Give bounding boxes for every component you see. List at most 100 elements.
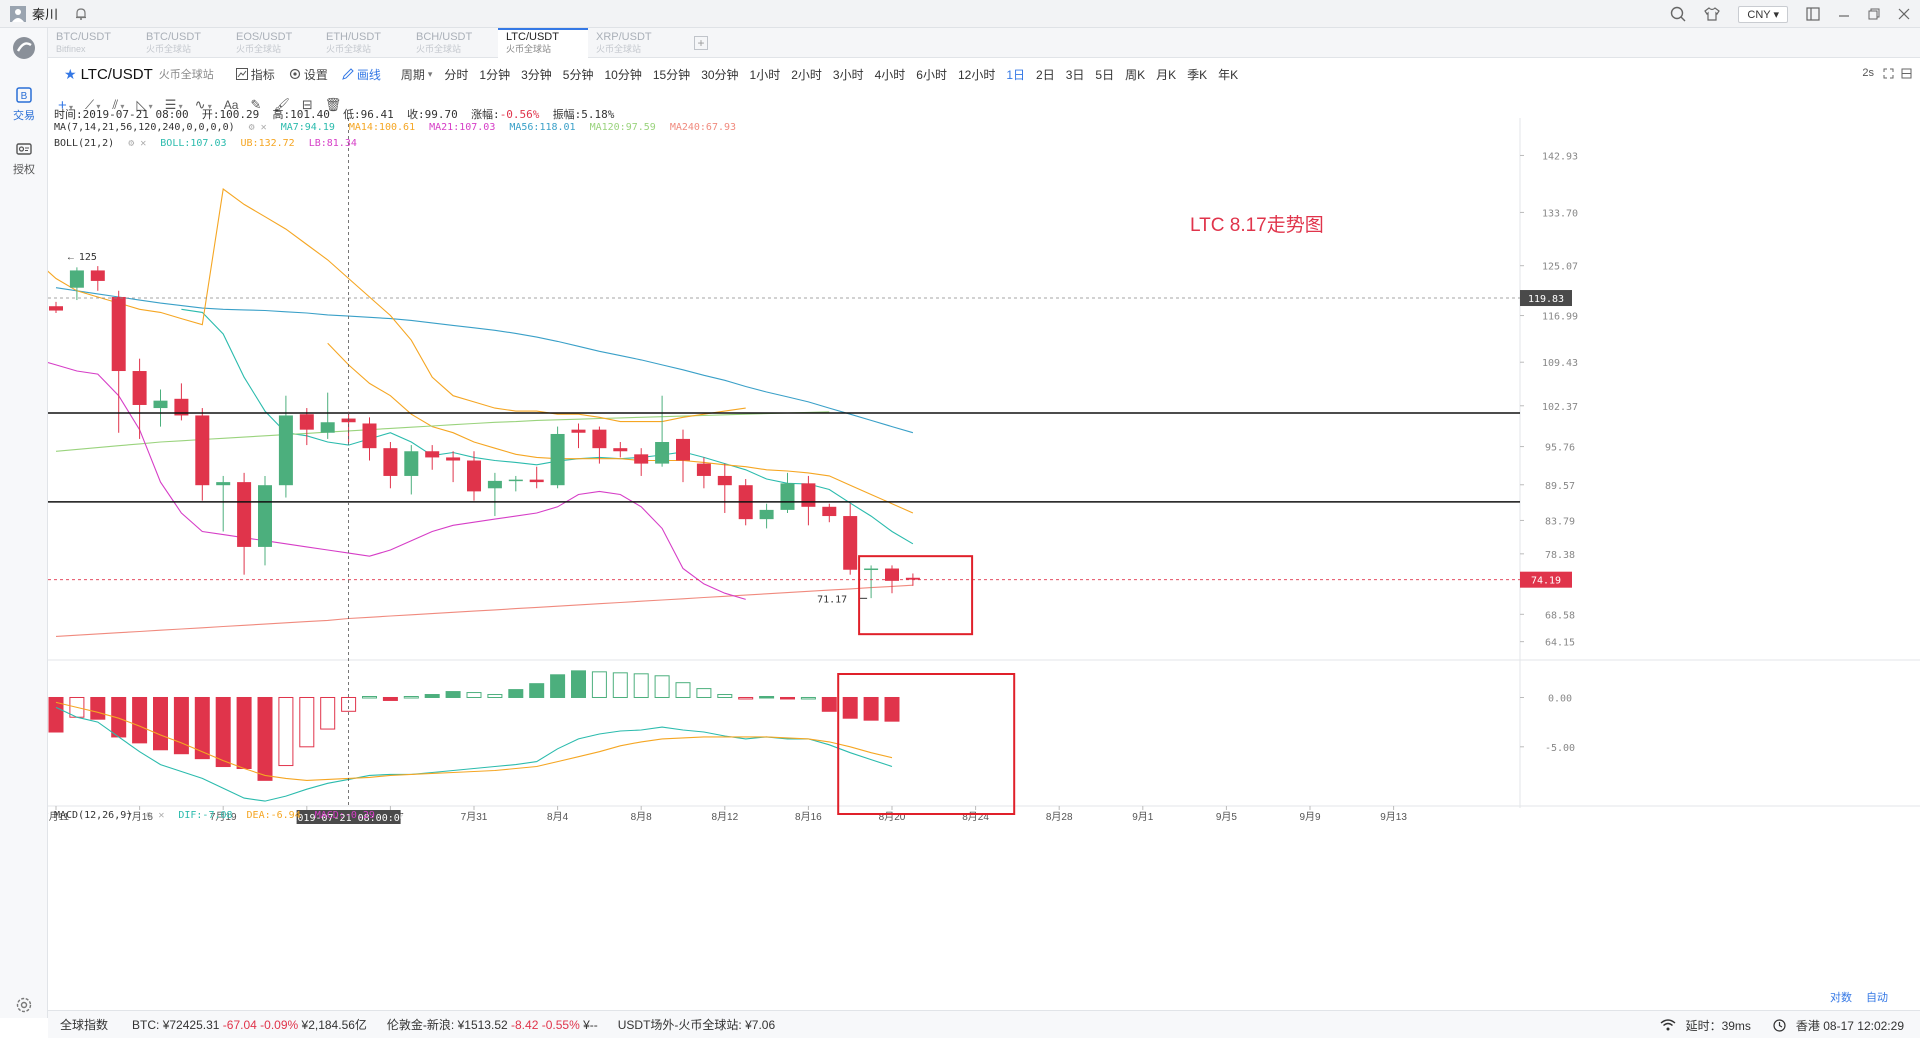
fibonacci-tool-icon[interactable]: ☰ ▾	[164, 97, 183, 112]
settings-gear-icon[interactable]	[0, 996, 48, 1017]
period-option[interactable]: 5日	[1095, 67, 1115, 82]
period-option[interactable]: 30分钟	[701, 67, 739, 82]
fullscreen-icon[interactable]	[1901, 68, 1912, 79]
boll-legend-settings-icon[interactable]: ⚙︎ ✕	[128, 138, 147, 149]
x-tick-label: 7月31	[461, 811, 488, 823]
tab-btc-usdt[interactable]: BTC/USDT 火币全球站	[138, 28, 228, 58]
minimize-icon[interactable]	[1838, 8, 1850, 20]
tab-btc-usdt-bitfinex[interactable]: BTC/USDT Bitfinex	[48, 28, 138, 58]
currency-select[interactable]: CNY ▾	[1738, 5, 1788, 23]
period-option[interactable]: 4小时	[874, 67, 906, 82]
tab-exchange: 火币全球站	[506, 44, 552, 54]
btc-ticker[interactable]: BTC: ¥72425.31 -67.04 -0.09% ¥2,184.56亿	[132, 1016, 367, 1033]
macd-histogram-bar	[341, 696, 357, 712]
add-tab-button[interactable]: +	[694, 36, 708, 50]
usdt-otc-ticker[interactable]: USDT场外-火币全球站: ¥7.06	[618, 1016, 775, 1033]
text-tool-icon[interactable]: Aa	[223, 98, 239, 112]
period-option[interactable]: 2日	[1036, 67, 1055, 82]
draw-line-button[interactable]: 画线	[342, 66, 381, 83]
mark-price-label: 119.83	[1528, 294, 1564, 305]
auto-scale-toggle[interactable]: 自动	[1866, 992, 1888, 1004]
ma-legend-item: MA7:94.19	[280, 122, 335, 133]
period-option[interactable]: 3小时	[832, 67, 864, 82]
candle-body	[864, 568, 879, 571]
period-option[interactable]: 分时	[444, 67, 469, 82]
tab-bch-usdt[interactable]: BCH/USDT 火币全球站	[408, 28, 498, 58]
restore-icon[interactable]	[1868, 8, 1880, 20]
settings-button[interactable]: 设置	[289, 66, 328, 83]
x-tick-label: 8月12	[711, 811, 738, 823]
refresh-interval[interactable]: 2s	[1862, 67, 1874, 79]
lock-tool-icon[interactable]: ⊟	[301, 97, 313, 112]
boll-legend-item: UB:132.72	[240, 138, 295, 149]
crosshair-date-label: 2019-07-21 08:00:00	[291, 813, 405, 824]
wave-tool-icon[interactable]: ∿ ▾	[194, 97, 212, 112]
period-option[interactable]: 周K	[1125, 67, 1146, 82]
tab-ltc-usdt[interactable]: LTC/USDT 火币全球站	[498, 28, 588, 58]
period-option[interactable]: 15分钟	[652, 67, 691, 82]
tab-eos-usdt[interactable]: EOS/USDT 火币全球站	[228, 28, 318, 58]
period-option[interactable]: 12小时	[957, 67, 996, 82]
tab-eth-usdt[interactable]: ETH/USDT 火币全球站	[318, 28, 408, 58]
macd-legend-item: DEA:-6.94	[246, 810, 301, 821]
expand-icon[interactable]	[1883, 68, 1894, 79]
macd-histogram-bar	[90, 696, 106, 720]
indicator-button[interactable]: 指标	[235, 66, 275, 83]
period-dropdown[interactable]: 周期 ▾	[401, 66, 433, 83]
high-price-marker: 125	[79, 252, 97, 263]
candle-body	[759, 509, 774, 520]
macd-legend-settings-icon[interactable]: ⚙︎ ✕	[146, 810, 165, 821]
ruler-tool-icon[interactable]: ✎	[250, 97, 262, 112]
ma-legend-item: MA56:118.01	[509, 122, 576, 133]
kline-chart[interactable]: 142.93 133.70 125.07 116.99 109.43 102.37 95.7…	[0, 118, 1920, 988]
btc-pct: -0.09%	[260, 1018, 299, 1032]
period-option[interactable]: 1小时	[749, 67, 781, 82]
parallel-line-tool-icon[interactable]: ⫽ ▾	[112, 97, 125, 112]
line-tool-icon[interactable]: ⟋ ▾	[85, 97, 101, 112]
last-price-tag	[1520, 571, 1572, 588]
macd-histogram-bar	[215, 696, 231, 768]
period-option[interactable]: 5分钟	[562, 67, 594, 82]
trash-icon[interactable]: 🗑︎	[324, 97, 342, 112]
sidebar-item-authorize[interactable]: 授权	[0, 140, 48, 177]
period-option[interactable]: 3分钟	[521, 67, 552, 82]
period-option[interactable]: 年K	[1218, 67, 1239, 82]
global-index-label[interactable]: 全球指数	[60, 1018, 109, 1032]
screenshot-icon[interactable]	[1806, 7, 1820, 21]
ma-line-ma14	[327, 342, 914, 514]
gold-ticker[interactable]: 伦敦金-新浪: ¥1513.52 -8.42 -0.55% ¥--	[387, 1016, 598, 1033]
tab-xrp-usdt[interactable]: XRP/USDT 火币全球站	[588, 28, 678, 58]
period-option[interactable]: 6小时	[916, 67, 947, 82]
log-scale-toggle[interactable]: 对数	[1830, 992, 1852, 1004]
bell-icon[interactable]	[74, 7, 88, 21]
favorite-star-icon[interactable]: ★	[64, 65, 77, 82]
macd-panel	[48, 670, 900, 802]
period-option[interactable]: 3日	[1065, 67, 1085, 82]
candle-body	[383, 448, 398, 476]
period-option[interactable]: 月K	[1156, 67, 1177, 82]
period-option[interactable]: 10分钟	[604, 67, 642, 82]
user-area[interactable]: 秦川	[0, 4, 88, 23]
price-tick-label: 109.43	[1542, 358, 1578, 369]
pen-icon	[342, 68, 354, 80]
search-icon[interactable]	[1670, 6, 1686, 22]
macd-histogram-bar	[320, 696, 336, 730]
gold-change: -8.42	[511, 1018, 539, 1032]
legend-settings-icon[interactable]: ⚙︎ ✕	[248, 122, 267, 133]
candle-body	[655, 442, 670, 464]
annotation-text: LTC 8.17走势图	[1190, 215, 1324, 236]
period-option[interactable]: 1日	[1006, 67, 1026, 82]
crosshair-tool-icon[interactable]: + ▾	[58, 96, 74, 114]
chart-area[interactable]: 142.93 133.70 125.07 116.99 109.43 102.37 95.7…	[0, 108, 1920, 1004]
angle-tool-icon[interactable]: ◺ ▾	[136, 97, 153, 112]
left-sidebar: B 交易 授权	[0, 28, 48, 1018]
close-icon[interactable]	[1898, 8, 1910, 20]
shirt-icon[interactable]	[1704, 6, 1721, 22]
period-option[interactable]: 1分钟	[479, 67, 511, 82]
sidebar-item-trade[interactable]: B 交易	[0, 86, 48, 123]
period-option[interactable]: 2小时	[791, 67, 822, 82]
boll-legend: BOLL(21,2) ⚙︎ ✕ BOLL:107.03 UB:132.72 LB:8…	[54, 138, 357, 149]
period-option[interactable]: 季K	[1187, 67, 1208, 82]
candle-body	[49, 306, 63, 311]
brush-tool-icon[interactable]: 🖌︎	[273, 97, 290, 112]
